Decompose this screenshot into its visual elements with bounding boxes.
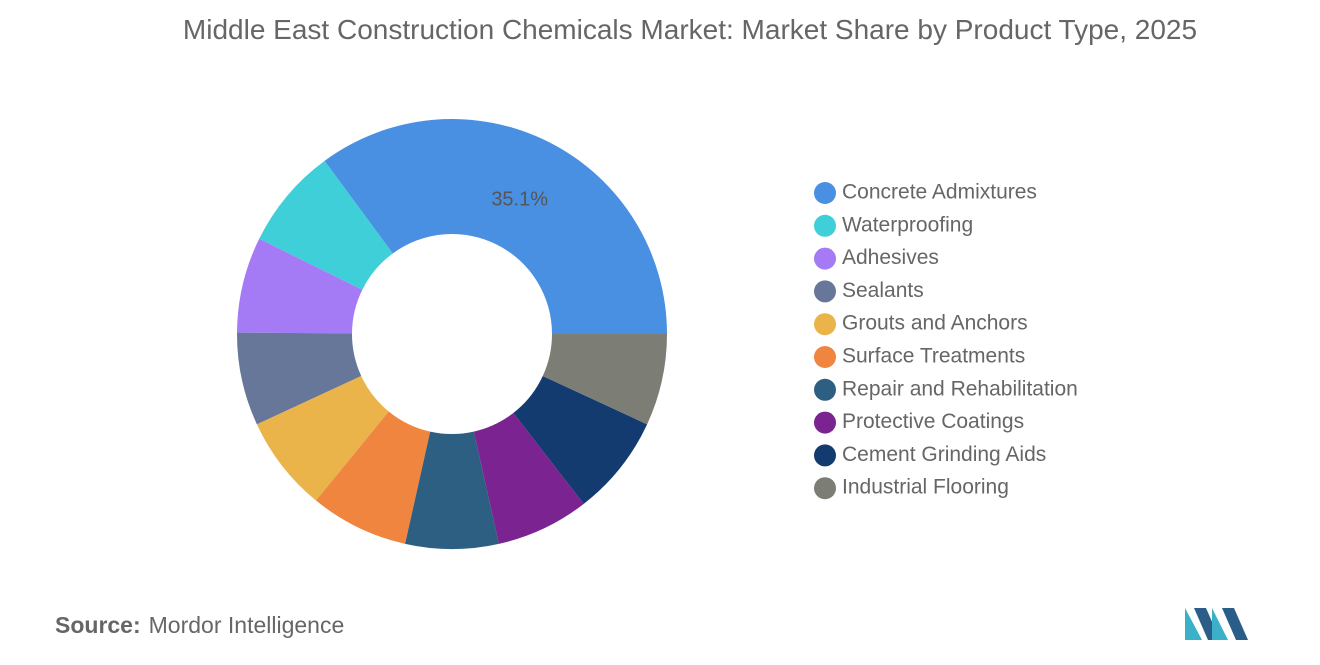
donut-slice — [405, 431, 499, 549]
data-label: 35.1% — [491, 188, 548, 210]
donut-slice — [513, 376, 648, 504]
donut-slice — [237, 332, 362, 425]
donut-slice — [542, 334, 667, 425]
source-text: Mordor Intelligence — [148, 612, 345, 638]
legend-swatch — [814, 214, 836, 237]
legend-label: Industrial Flooring — [842, 476, 1009, 499]
legend-swatch — [814, 313, 836, 336]
legend-swatch — [814, 477, 836, 500]
legend-label: Sealants — [842, 279, 924, 302]
donut-slice — [324, 119, 667, 334]
legend-swatch — [814, 378, 836, 401]
legend-label: Surface Treatments — [842, 345, 1025, 368]
legend-swatch — [814, 182, 836, 204]
donut-slice — [237, 238, 363, 334]
legend-swatch — [814, 444, 836, 467]
legend-label: Grouts and Anchors — [842, 312, 1028, 335]
legend-swatch — [814, 411, 836, 434]
legend-label: Waterproofing — [842, 213, 973, 236]
source: Source: Mordor Intelligence — [55, 612, 344, 639]
legend-label: Concrete Admixtures — [842, 181, 1037, 204]
donut-slice — [315, 411, 431, 544]
legend-label: Cement Grinding Aids — [842, 443, 1046, 466]
source-label: Source: — [55, 612, 141, 638]
legend-label: Repair and Rehabilitation — [842, 377, 1078, 400]
chart-title: Middle East Construction Chemicals Marke… — [182, 14, 1198, 45]
donut-slice — [473, 413, 584, 544]
legend-label: Protective Coatings — [842, 410, 1024, 433]
legend-swatch — [814, 280, 836, 303]
legend-label: Adhesives — [842, 246, 939, 269]
legend-swatch — [814, 346, 836, 368]
legend-swatch — [814, 247, 836, 270]
logo — [1185, 608, 1248, 640]
donut-slice — [256, 376, 389, 501]
donut-slice — [259, 160, 393, 290]
